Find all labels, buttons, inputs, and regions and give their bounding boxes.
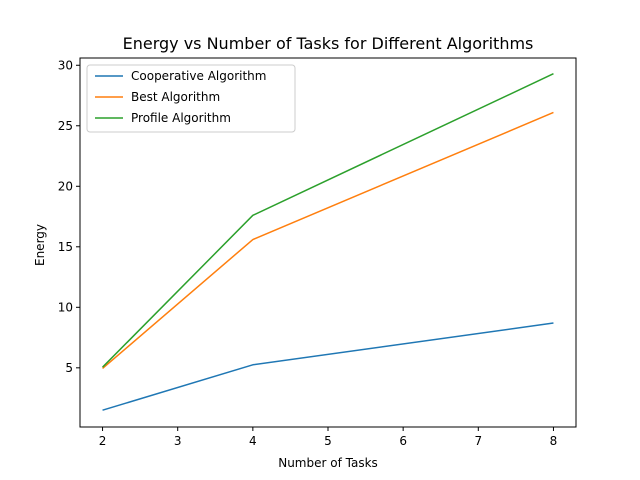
legend-entry: Cooperative Algorithm	[131, 69, 266, 83]
x-axis-label: Number of Tasks	[278, 456, 378, 470]
y-tick-label: 30	[58, 58, 73, 72]
x-tick-label: 7	[474, 434, 482, 448]
series-lines	[102, 73, 554, 411]
x-tick-label: 4	[249, 434, 257, 448]
legend-box	[86, 64, 296, 133]
y-axis-label: Energy	[33, 224, 47, 266]
x-axis: 2 3 4 5 6 7 8	[99, 427, 558, 448]
legend-entry: Profile Algorithm	[131, 111, 231, 125]
y-tick-label: 10	[58, 300, 73, 314]
x-tick-label: 5	[324, 434, 332, 448]
series-line-3	[102, 73, 554, 368]
series-line-2	[102, 111, 554, 369]
x-tick-label: 8	[550, 434, 558, 448]
legend: Cooperative Algorithm Best Algorithm Profi…	[86, 64, 296, 133]
y-tick-label: 20	[58, 179, 73, 193]
y-axis: 5 10 15 20 25 30	[58, 58, 80, 375]
y-tick-label: 5	[65, 361, 73, 375]
chart-title: Energy vs Number of Tasks for Different …	[123, 34, 534, 53]
x-tick-label: 2	[99, 434, 107, 448]
legend-entry: Best Algorithm	[131, 90, 220, 104]
series-line-1	[102, 322, 554, 411]
x-tick-label: 3	[174, 434, 182, 448]
y-tick-label: 25	[58, 119, 73, 133]
y-tick-label: 15	[58, 240, 73, 254]
x-tick-label: 6	[399, 434, 407, 448]
